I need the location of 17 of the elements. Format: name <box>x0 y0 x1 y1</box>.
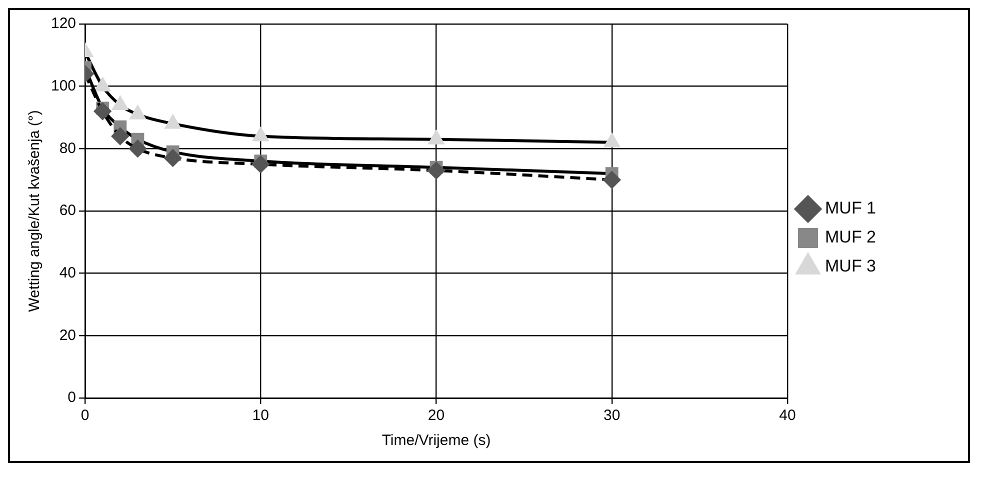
x-tick-label: 40 <box>779 407 796 424</box>
legend-label: MUF 1 <box>825 198 876 218</box>
y-tick-label: 80 <box>59 140 76 157</box>
y-tick-label: 40 <box>59 264 76 282</box>
y-tick-label: 0 <box>68 389 76 406</box>
x-tick-label: 0 <box>80 407 90 424</box>
x-tick-label: 20 <box>428 407 445 424</box>
x-tick-label: 10 <box>252 407 269 424</box>
legend-label: MUF 2 <box>825 228 876 247</box>
y-axis-title: Wetting angle/Kut kvašenja (°) <box>26 110 44 312</box>
x-tick-label: 30 <box>604 407 620 424</box>
x-axis-title: Time/Vrijeme (s) <box>382 432 491 450</box>
y-tick-label: 60 <box>59 202 76 220</box>
y-tick-label: 20 <box>59 326 76 344</box>
y-tick-label: 100 <box>50 77 76 94</box>
y-tick-label: 120 <box>50 15 76 32</box>
legend-label: MUF 3 <box>825 256 876 276</box>
